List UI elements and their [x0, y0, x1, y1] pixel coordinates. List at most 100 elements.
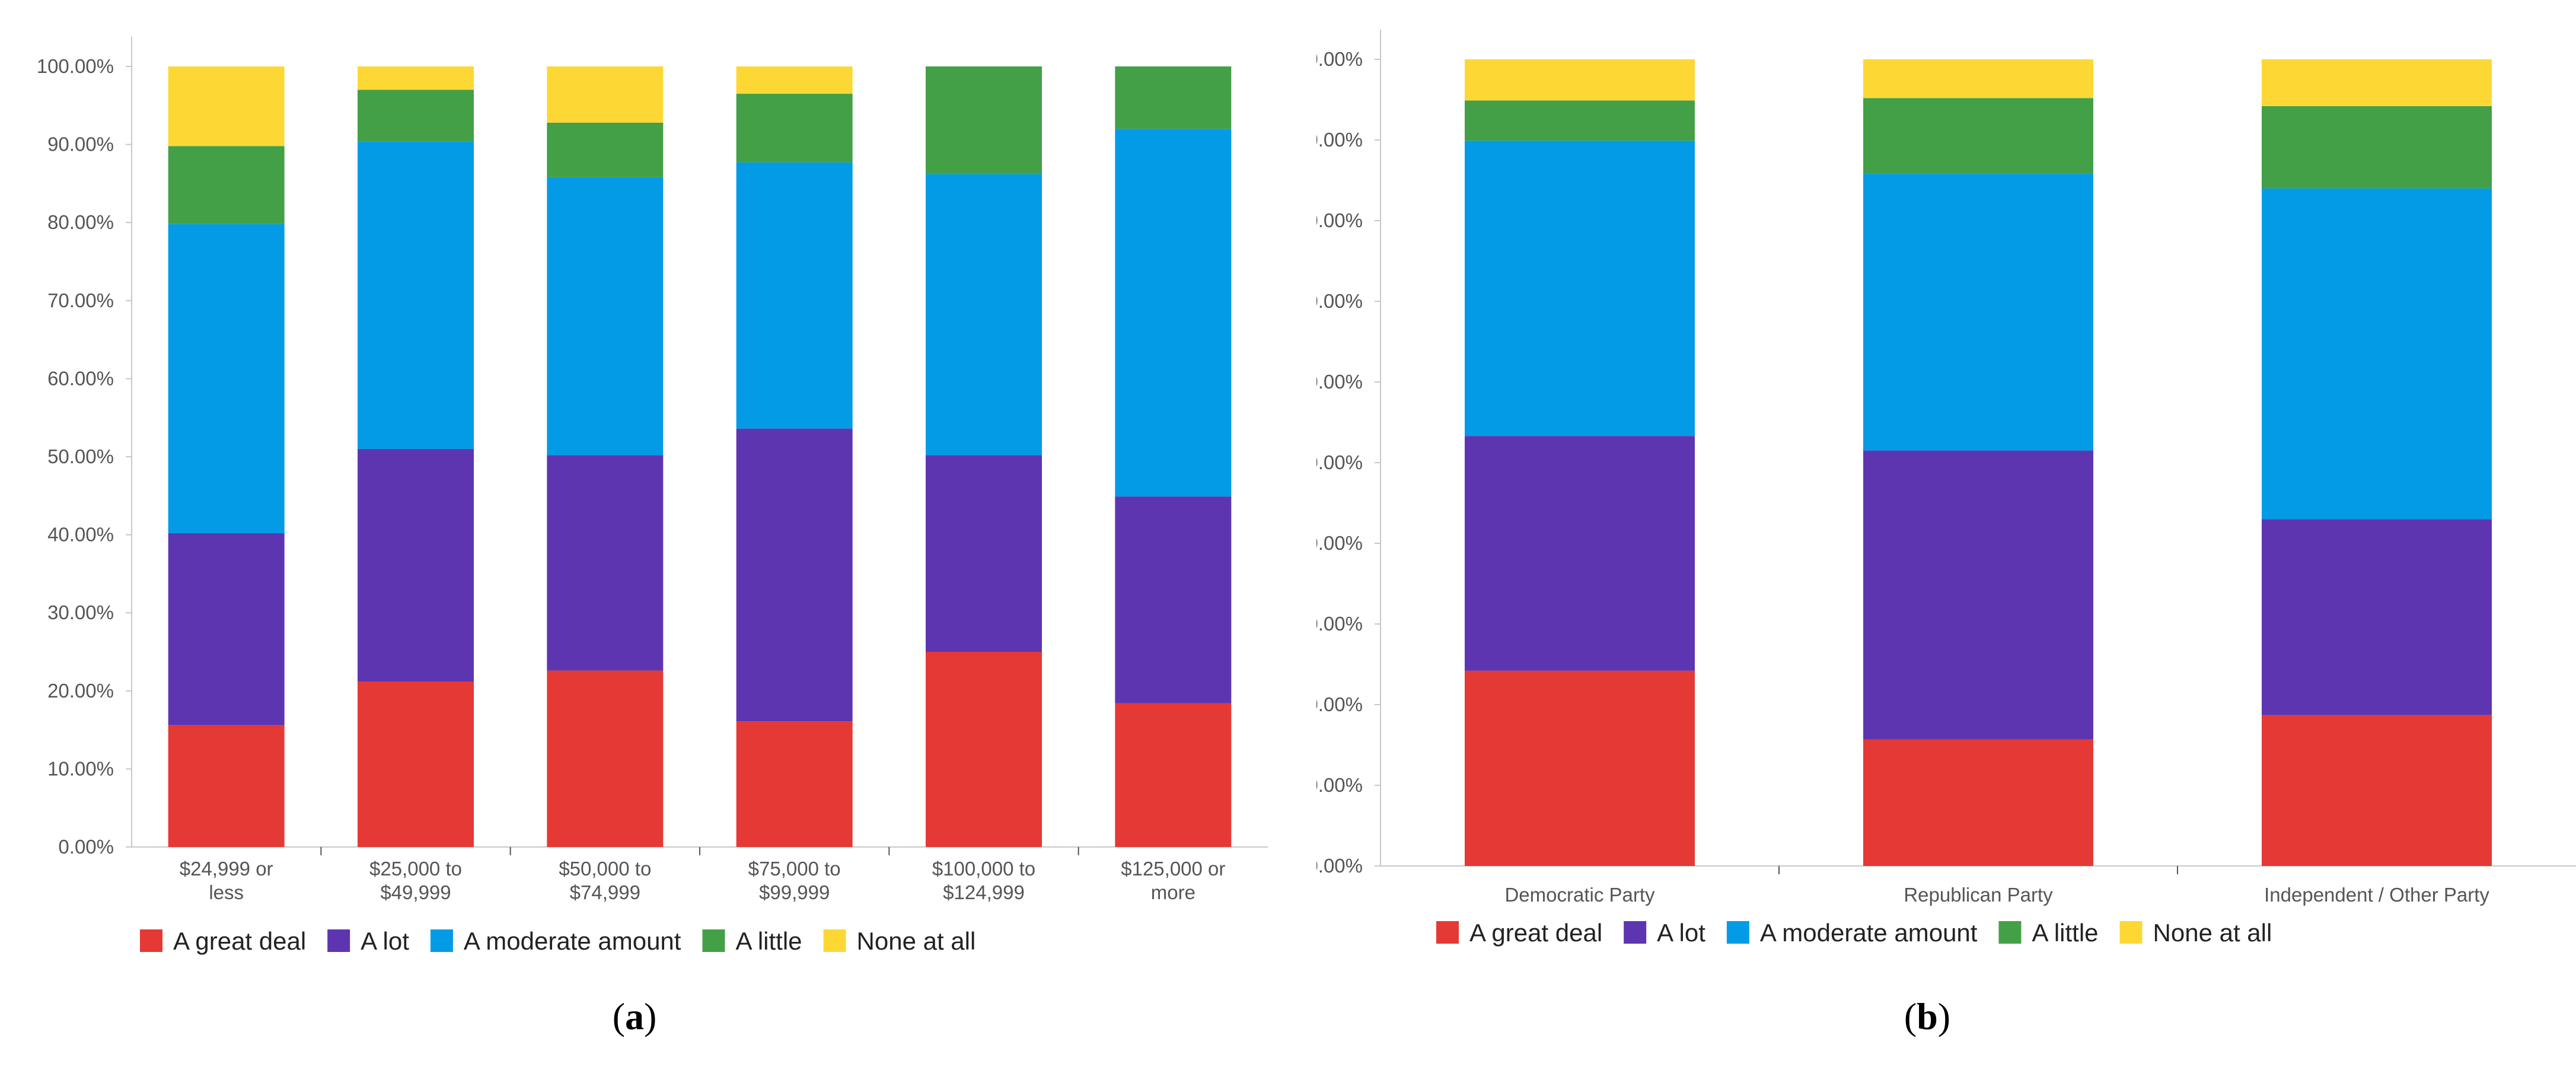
legend-label-a-little: A little [2032, 919, 2098, 947]
y-tick-label: 30.00% [1316, 613, 1363, 635]
bar-a-moderate-amount-3 [547, 177, 664, 456]
y-tick-label: 40.00% [47, 524, 114, 546]
y-tick-label: 0.00% [58, 836, 114, 858]
legend-label-a-moderate-amount: A moderate amount [1760, 919, 1978, 947]
panel-label: (b) [1904, 995, 1950, 1037]
y-tick-label: 40.00% [1316, 532, 1363, 554]
legend-label-none-at-all: None at all [2153, 919, 2272, 947]
y-tick-label: 70.00% [47, 289, 114, 311]
bar-a-lot-3 [547, 455, 664, 671]
y-tick-label: 60.00% [47, 367, 114, 389]
x-category-label: $100,000 to $124,999 [932, 858, 1035, 903]
legend-swatch-none-at-all [823, 929, 846, 952]
y-tick-label: 20.00% [1316, 693, 1363, 715]
x-category-label: $125,000 or more [1121, 858, 1225, 903]
x-category-label: Democratic Party [1504, 884, 1655, 906]
bar-a-great-deal-2 [358, 682, 474, 847]
bar-a-moderate-amount-1 [1465, 141, 1695, 437]
bar-a-lot-5 [926, 455, 1042, 652]
bar-a-little-6 [1115, 66, 1232, 129]
bar-a-great-deal-5 [926, 652, 1042, 847]
y-tick-label: 80.00% [47, 211, 114, 233]
bar-none-at-all-3 [547, 66, 664, 123]
legend-swatch-a-little [1998, 921, 2022, 944]
bar-a-little-3 [547, 122, 664, 177]
bar-a-moderate-amount-4 [736, 162, 853, 429]
y-tick-label: 100.00% [1316, 48, 1363, 70]
bar-a-great-deal-3 [2262, 715, 2492, 866]
bar-a-lot-6 [1115, 496, 1232, 703]
legend-swatch-a-lot [327, 929, 350, 952]
y-tick-label: 50.00% [1316, 451, 1363, 473]
bar-a-little-1 [1465, 100, 1695, 141]
legend: A great deal A lot A moderate amount A litt… [1436, 919, 2272, 947]
legend-swatch-a-lot [1624, 921, 1647, 944]
y-tick-label: 20.00% [47, 680, 114, 702]
bar-a-moderate-amount-3 [2262, 188, 2492, 520]
x-category-label: Republican Party [1904, 884, 2053, 906]
bar-a-moderate-amount-6 [1115, 129, 1232, 497]
bar-a-great-deal-2 [1863, 739, 2093, 866]
legend-label-a-great-deal: A great deal [1469, 919, 1602, 947]
bar-a-little-4 [736, 94, 853, 163]
bar-a-little-1 [168, 146, 285, 224]
bar-a-lot-4 [736, 428, 853, 722]
x-category-label: $24,999 or less [180, 858, 273, 903]
legend-swatch-a-moderate-amount [430, 929, 453, 952]
bar-a-lot-1 [168, 533, 285, 725]
legend-label-a-lot: A lot [1657, 919, 1705, 947]
panel-label: (a) [613, 995, 657, 1037]
y-tick-label: 50.00% [47, 445, 114, 467]
y-tick-label: 80.00% [1316, 209, 1363, 231]
legend-label-a-lot: A lot [361, 927, 409, 955]
chart-a: 0.00% 10.00% 20.00% 30.00% 40.00% 50.00% 60.00… [37, 37, 1268, 1037]
bar-a-little-2 [1863, 98, 2093, 174]
bar-a-little-3 [2262, 106, 2492, 189]
y-tick-label: 70.00% [1316, 290, 1363, 312]
bar-a-great-deal-6 [1115, 703, 1232, 847]
bar-a-moderate-amount-5 [926, 174, 1042, 456]
x-category-label: Independent / Other Party [2264, 884, 2489, 906]
bar-none-at-all-2 [358, 66, 474, 90]
bar-none-at-all-2 [1863, 59, 2093, 98]
bar-a-little-2 [358, 90, 474, 142]
bar-a-great-deal-1 [168, 725, 285, 847]
bar-a-great-deal-1 [1465, 670, 1695, 866]
legend-swatch-a-moderate-amount [1726, 921, 1749, 944]
legend-swatch-a-great-deal [140, 929, 162, 952]
bar-a-lot-1 [1465, 436, 1695, 671]
bar-a-moderate-amount-2 [358, 141, 474, 449]
bar-a-great-deal-4 [736, 721, 853, 847]
legend-swatch-a-little [702, 929, 725, 952]
bar-a-lot-2 [1863, 450, 2093, 740]
bar-none-at-all-4 [736, 66, 853, 94]
bar-a-little-5 [926, 66, 1042, 174]
y-tick-label: 90.00% [47, 133, 114, 155]
bar-a-moderate-amount-2 [1863, 174, 2093, 451]
legend: A great deal A lot A moderate amount A litt… [140, 927, 975, 955]
legend-label-none-at-all: None at all [857, 927, 976, 955]
legend-label-a-little: A little [735, 927, 802, 955]
x-category-label: $50,000 to $74,999 [559, 858, 651, 903]
y-tick-label: 30.00% [47, 601, 114, 623]
x-category-label: $75,000 to $99,999 [748, 858, 841, 903]
x-category-label: $25,000 to $49,999 [369, 858, 462, 903]
y-tick-label: 60.00% [1316, 371, 1363, 393]
y-tick-label: 0.00% [1316, 855, 1363, 877]
bar-a-lot-3 [2262, 519, 2492, 715]
bar-a-lot-2 [358, 448, 474, 682]
y-tick-label: 10.00% [1316, 774, 1363, 796]
legend-swatch-none-at-all [2119, 921, 2143, 944]
bar-a-great-deal-3 [547, 670, 664, 847]
bar-none-at-all-1 [168, 66, 285, 147]
legend-label-a-great-deal: A great deal [173, 927, 306, 955]
legend-label-a-moderate-amount: A moderate amount [464, 927, 681, 955]
y-tick-label: 10.00% [47, 757, 114, 779]
bar-none-at-all-1 [1465, 59, 1695, 101]
y-tick-label: 90.00% [1316, 129, 1363, 151]
chart-b: 0.00% 10.00% 20.00% 30.00% 40.00% 50.00% 60.00… [1316, 30, 2576, 1037]
bar-a-moderate-amount-1 [168, 224, 285, 533]
legend-swatch-a-great-deal [1436, 921, 1459, 944]
y-tick-label: 100.00% [37, 55, 114, 77]
bar-none-at-all-3 [2262, 59, 2492, 106]
